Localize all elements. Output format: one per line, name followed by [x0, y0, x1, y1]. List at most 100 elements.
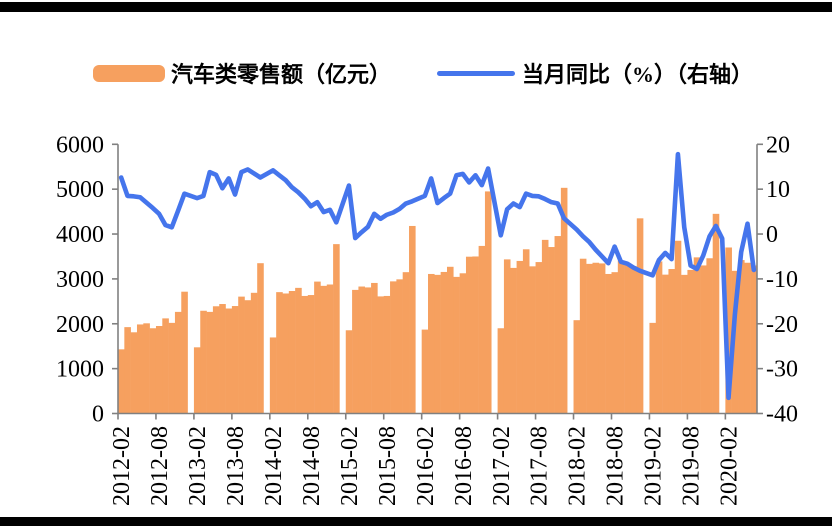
- bar-2019-09: [693, 257, 701, 414]
- x-axis-label: 2018-08: [603, 426, 629, 506]
- bar-2017-06: [522, 249, 530, 414]
- x-axis-label: 2012-08: [147, 426, 173, 506]
- bar-2018-06: [598, 263, 606, 414]
- bar-2016-10: [472, 256, 479, 414]
- left-axis-label: 4000: [56, 222, 104, 248]
- bar-2016-05: [440, 271, 448, 414]
- bar-2019-11: [706, 258, 713, 414]
- bar-2016-02: [421, 329, 429, 414]
- bar-2020-02: [725, 247, 732, 414]
- bar-2019-07: [681, 274, 688, 414]
- bar-2013-09: [238, 296, 245, 414]
- left-axis-label: 3000: [56, 267, 104, 293]
- bar-2019-08: [687, 269, 694, 414]
- bar-2012-02: [118, 349, 125, 414]
- bar-2014-11: [326, 284, 334, 414]
- bar-2015-10: [396, 279, 403, 414]
- bar-2012-07: [149, 328, 157, 414]
- right-axis-label: 10: [766, 177, 790, 203]
- bar-2013-05: [212, 306, 220, 414]
- bar-2013-06: [219, 304, 226, 414]
- x-axis-label: 2017-08: [527, 426, 553, 506]
- x-axis-label: 2014-08: [299, 426, 325, 506]
- bar-2013-08: [231, 306, 239, 414]
- bar-2015-04: [358, 286, 365, 414]
- axes-group: [112, 143, 763, 420]
- bar-2014-06: [295, 287, 302, 414]
- bar-2016-03: [428, 273, 435, 414]
- bar-2017-10: [548, 247, 555, 414]
- bar-2016-08: [459, 273, 467, 414]
- bars-group: [118, 187, 758, 414]
- bar-2020-05: [744, 262, 751, 414]
- bar-2018-11: [630, 266, 638, 414]
- bar-2015-06: [371, 282, 378, 414]
- bar-2015-08: [383, 295, 391, 414]
- bar-2012-08: [155, 326, 163, 414]
- bar-2015-02: [345, 330, 353, 414]
- bar-2014-04: [282, 293, 290, 414]
- line-series-label: 当月同比（%）（右轴）: [522, 62, 754, 87]
- bar-2015-07: [377, 296, 384, 414]
- bar-2019-03: [655, 261, 663, 414]
- bar-2014-10: [320, 285, 328, 414]
- bar-2012-10: [168, 322, 176, 414]
- right-axis-label: 20: [766, 132, 790, 158]
- bar-series-swatch: [93, 64, 165, 82]
- top-rule: [0, 2, 832, 12]
- bar-2017-05: [516, 260, 524, 414]
- bar-2017-04: [510, 267, 517, 414]
- bar-2019-12: [712, 213, 720, 414]
- bar-2012-12: [181, 291, 188, 414]
- bar-2013-07: [225, 308, 233, 414]
- bar-2016-07: [453, 276, 460, 414]
- left-axis-label: 6000: [56, 132, 104, 158]
- bar-2013-04: [206, 311, 214, 414]
- bar-2012-09: [162, 318, 169, 414]
- x-axis-label: 2013-08: [223, 426, 249, 506]
- bar-2018-10: [624, 264, 631, 414]
- bar-2018-12: [636, 218, 644, 414]
- legend: 汽车类零售额（亿元） 当月同比（%）（右轴）: [93, 57, 753, 89]
- x-axis-label: 2015-08: [375, 426, 401, 506]
- bar-2015-03: [352, 289, 359, 414]
- bar-2014-05: [288, 291, 296, 414]
- bar-2015-11: [402, 272, 410, 414]
- bar-2014-02: [269, 337, 277, 414]
- bar-2013-02: [193, 347, 201, 414]
- bar-2017-03: [503, 259, 511, 414]
- left-axis-label: 1000: [56, 357, 104, 383]
- bar-2019-04: [662, 274, 669, 414]
- left-axis-label: 2000: [56, 312, 104, 338]
- bar-2016-04: [434, 274, 441, 414]
- bar-2012-04: [130, 332, 138, 414]
- right-axis-label: 0: [766, 222, 778, 248]
- bar-2012-05: [136, 324, 144, 414]
- bar-2018-02: [573, 320, 581, 414]
- bar-2014-03: [276, 292, 283, 414]
- bar-2018-08: [611, 272, 619, 414]
- bar-2019-10: [700, 265, 707, 414]
- bar-2018-03: [579, 258, 587, 414]
- bottom-rule: [0, 517, 832, 526]
- bar-2020-06: [750, 265, 758, 414]
- bar-2018-09: [617, 260, 625, 414]
- bar-2012-11: [174, 311, 182, 414]
- bar-2018-05: [592, 262, 600, 414]
- bar-2013-10: [244, 300, 252, 414]
- bar-2015-09: [390, 281, 397, 414]
- left-axis-label: 0: [92, 402, 104, 428]
- bar-2014-08: [307, 295, 315, 414]
- right-axis-label: -10: [766, 267, 798, 293]
- right-axis-label: -40: [766, 402, 798, 428]
- bar-2019-06: [674, 240, 682, 414]
- x-axis-label: 2014-02: [261, 426, 287, 506]
- bar-2017-02: [497, 328, 505, 414]
- line-group: [118, 151, 757, 401]
- bar-2014-07: [301, 295, 309, 414]
- x-axis-label: 2019-08: [679, 426, 705, 506]
- x-axis-label: 2016-08: [451, 426, 477, 506]
- x-axis-label: 2017-02: [489, 426, 515, 506]
